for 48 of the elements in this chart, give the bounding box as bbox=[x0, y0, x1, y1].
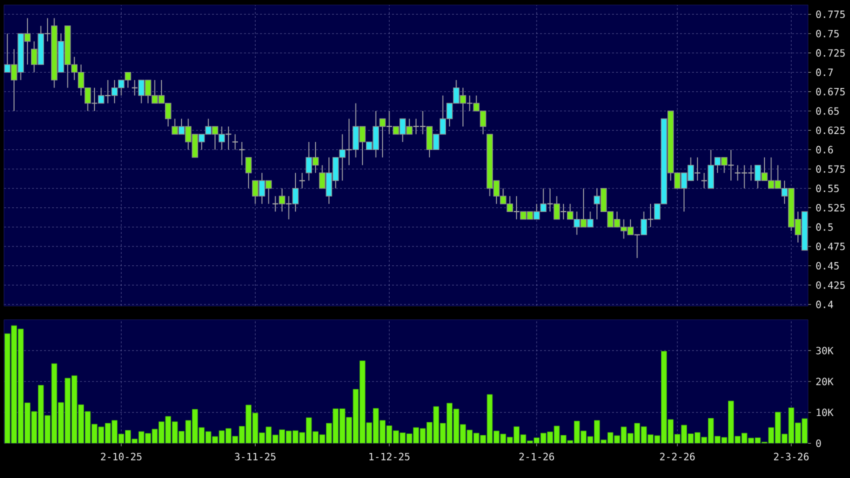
y-tick-label: 0.725 bbox=[816, 49, 845, 57]
candlestick bbox=[513, 196, 520, 220]
candlestick bbox=[466, 95, 474, 112]
x-tick-label: 2-10-25 bbox=[100, 452, 142, 460]
y-tick-label: 0.525 bbox=[816, 204, 845, 212]
y-tick-label: 0.5 bbox=[816, 223, 833, 231]
y-tick-label: 0.65 bbox=[816, 107, 839, 115]
x-tick-label: 2-2-26 bbox=[660, 452, 695, 460]
candlestick bbox=[232, 134, 239, 150]
x-tick-label: 2-1-26 bbox=[519, 452, 554, 460]
y-tick-label: 0.6 bbox=[816, 146, 833, 154]
x-tick-label: 2-3-26 bbox=[774, 452, 809, 460]
candlestick bbox=[700, 172, 708, 189]
candlestick bbox=[346, 118, 352, 166]
y-tick-label: 0.775 bbox=[816, 10, 845, 18]
candlestick bbox=[44, 18, 51, 42]
candlestick bbox=[694, 156, 701, 182]
candlestick bbox=[386, 110, 393, 135]
candlestick bbox=[285, 196, 292, 220]
x-tick-label: 1-12-25 bbox=[369, 452, 410, 460]
candlestick bbox=[245, 156, 252, 189]
candlestick bbox=[131, 80, 138, 96]
y-tick-label: 0.7 bbox=[816, 68, 833, 76]
y-tick-label: 0.425 bbox=[816, 281, 845, 289]
y-tick-label: 20K bbox=[816, 378, 834, 386]
y-tick-label: 0.575 bbox=[816, 165, 845, 173]
y-tick-label: 0.625 bbox=[816, 126, 845, 134]
candlestick bbox=[560, 203, 567, 220]
y-tick-label: 0.675 bbox=[816, 88, 845, 96]
candlestick bbox=[728, 149, 734, 182]
candlestick bbox=[298, 172, 306, 189]
candlestick bbox=[238, 142, 246, 166]
y-tick-label: 0.75 bbox=[816, 30, 839, 38]
y-tick-label: 0.4 bbox=[816, 300, 834, 308]
x-tick-label: 3-11-25 bbox=[234, 452, 276, 460]
y-tick-label: 0 bbox=[816, 440, 821, 448]
candlestick bbox=[272, 196, 279, 212]
y-tick-label: 0.55 bbox=[816, 184, 839, 192]
y-tick-label: 0.45 bbox=[816, 262, 839, 270]
candlestick bbox=[634, 234, 641, 258]
candlestick bbox=[91, 87, 98, 112]
y-tick-label: 30K bbox=[816, 346, 834, 354]
y-tick-label: 0.475 bbox=[816, 242, 845, 250]
candlestick bbox=[104, 80, 112, 104]
candlestick bbox=[546, 188, 554, 212]
y-tick-label: 10K bbox=[816, 408, 834, 416]
candlestick bbox=[225, 126, 232, 150]
candlestick bbox=[647, 203, 654, 228]
